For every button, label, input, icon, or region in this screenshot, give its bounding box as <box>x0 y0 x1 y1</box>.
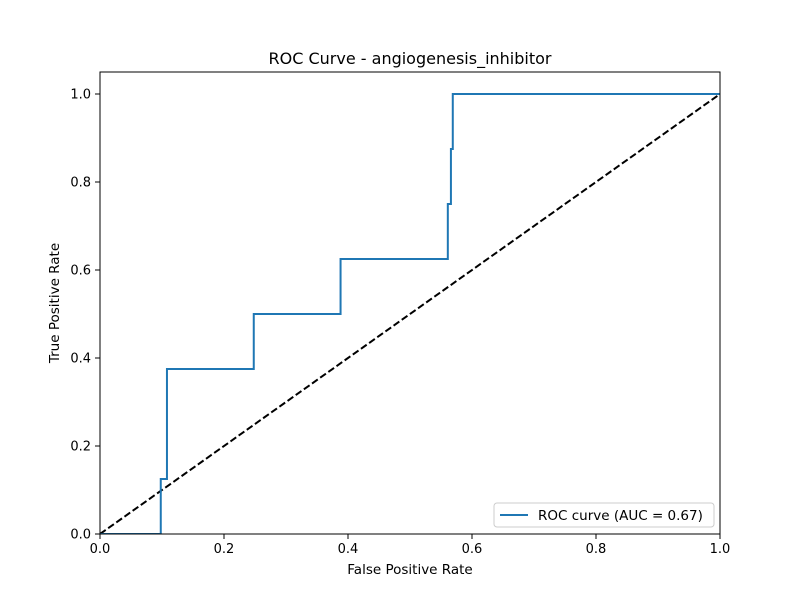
x-tick-label: 0.8 <box>586 542 607 557</box>
x-tick-label: 1.0 <box>710 542 731 557</box>
x-axis: 0.0 0.2 0.4 0.6 0.8 1.0 <box>90 534 731 557</box>
x-tick-label: 0.0 <box>90 542 111 557</box>
plot-frame <box>99 71 721 535</box>
chance-diagonal-line <box>100 93 720 534</box>
y-tick-label: 0.6 <box>70 264 91 279</box>
y-tick-label: 1.0 <box>70 88 91 103</box>
y-tick-label: 0.8 <box>70 176 91 191</box>
series-layer <box>100 93 720 534</box>
y-axis-label: True Positive Rate <box>47 243 63 364</box>
x-axis-label: False Positive Rate <box>347 562 472 578</box>
legend-label: ROC curve (AUC = 0.67) <box>538 508 703 524</box>
y-tick-label: 0.2 <box>70 440 91 455</box>
chart-title: ROC Curve - angiogenesis_inhibitor <box>269 49 552 69</box>
roc-curve-line <box>100 93 720 534</box>
y-tick-label: 0.4 <box>70 352 91 367</box>
y-tick-label: 0.0 <box>70 528 91 543</box>
legend: ROC curve (AUC = 0.67) <box>493 502 715 528</box>
x-tick-label: 0.6 <box>462 542 483 557</box>
y-axis: 0.0 0.2 0.4 0.6 0.8 1.0 <box>70 88 100 543</box>
legend-box <box>493 502 715 528</box>
x-tick-label: 0.4 <box>338 542 359 557</box>
x-tick-label: 0.2 <box>214 542 235 557</box>
